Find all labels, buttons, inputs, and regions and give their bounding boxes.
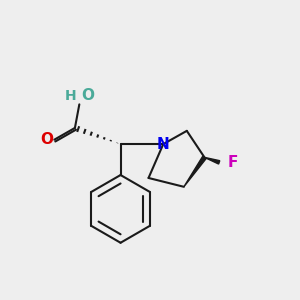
Text: N: N	[157, 136, 169, 152]
Polygon shape	[184, 156, 206, 187]
Text: F: F	[228, 155, 238, 170]
Text: O: O	[40, 132, 53, 147]
Polygon shape	[205, 158, 220, 164]
Text: H: H	[65, 88, 76, 103]
Text: O: O	[81, 88, 94, 103]
